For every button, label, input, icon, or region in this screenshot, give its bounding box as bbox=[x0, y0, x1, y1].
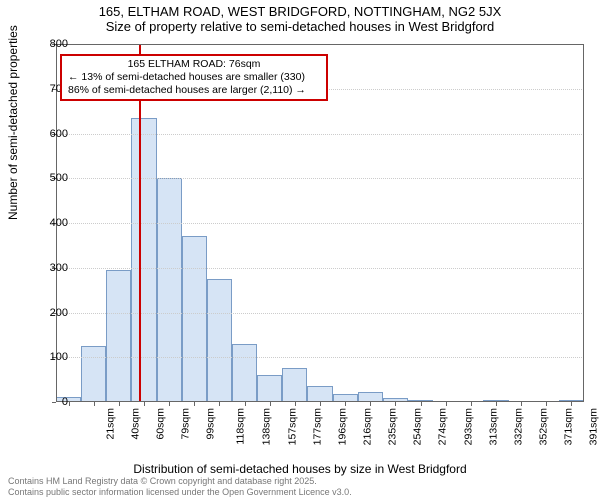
y-tick-label: 600 bbox=[28, 128, 68, 140]
x-tick bbox=[94, 402, 95, 406]
x-tick-label: 313sqm bbox=[487, 408, 499, 445]
x-tick-label: 60sqm bbox=[154, 408, 166, 440]
x-tick bbox=[270, 402, 271, 406]
y-tick-label: 200 bbox=[28, 307, 68, 319]
footer-line-1: Contains HM Land Registry data © Crown c… bbox=[8, 476, 352, 487]
annotation-line-3: 86% of semi-detached houses are larger (… bbox=[68, 84, 320, 97]
annotation-box: 165 ELTHAM ROAD: 76sqm ← 13% of semi-det… bbox=[60, 54, 328, 101]
x-tick-label: 196sqm bbox=[336, 408, 348, 445]
x-tick-label: 293sqm bbox=[462, 408, 474, 445]
x-tick bbox=[496, 402, 497, 406]
y-tick-label: 300 bbox=[28, 262, 68, 274]
x-axis-label: Distribution of semi-detached houses by … bbox=[0, 462, 600, 476]
y-tick-label: 400 bbox=[28, 217, 68, 229]
x-tick bbox=[370, 402, 371, 406]
x-tick bbox=[521, 402, 522, 406]
x-tick bbox=[295, 402, 296, 406]
x-tick bbox=[245, 402, 246, 406]
x-tick bbox=[345, 402, 346, 406]
x-tick-label: 274sqm bbox=[437, 408, 449, 445]
x-tick bbox=[571, 402, 572, 406]
x-tick bbox=[219, 402, 220, 406]
x-tick-label: 118sqm bbox=[235, 408, 247, 445]
x-tick-label: 235sqm bbox=[387, 408, 399, 445]
y-axis-label: Number of semi-detached properties bbox=[6, 25, 20, 220]
x-tick bbox=[395, 402, 396, 406]
x-tick-label: 254sqm bbox=[412, 408, 424, 445]
x-tick-label: 371sqm bbox=[563, 408, 575, 445]
x-tick-label: 79sqm bbox=[180, 408, 192, 440]
x-tick-label: 99sqm bbox=[205, 408, 217, 440]
x-tick bbox=[144, 402, 145, 406]
x-tick bbox=[169, 402, 170, 406]
x-tick-label: 216sqm bbox=[361, 408, 373, 445]
x-tick bbox=[546, 402, 547, 406]
x-tick-label: 177sqm bbox=[311, 408, 323, 445]
x-tick bbox=[194, 402, 195, 406]
x-tick bbox=[471, 402, 472, 406]
chart-container: 165, ELTHAM ROAD, WEST BRIDGFORD, NOTTIN… bbox=[0, 0, 600, 500]
x-tick-label: 21sqm bbox=[104, 408, 116, 440]
x-tick bbox=[69, 402, 70, 406]
chart-title: 165, ELTHAM ROAD, WEST BRIDGFORD, NOTTIN… bbox=[0, 0, 600, 19]
x-tick-label: 138sqm bbox=[261, 408, 273, 445]
chart-subtitle: Size of property relative to semi-detach… bbox=[0, 19, 600, 38]
x-tick bbox=[446, 402, 447, 406]
x-tick-label: 391sqm bbox=[588, 408, 600, 445]
y-tick-label: 500 bbox=[28, 172, 68, 184]
x-tick bbox=[320, 402, 321, 406]
annotation-line-2: ← 13% of semi-detached houses are smalle… bbox=[68, 71, 320, 84]
footer-text: Contains HM Land Registry data © Crown c… bbox=[8, 476, 352, 498]
x-tick-label: 332sqm bbox=[512, 408, 524, 445]
y-tick-label: 100 bbox=[28, 351, 68, 363]
footer-line-2: Contains public sector information licen… bbox=[8, 487, 352, 498]
x-tick bbox=[119, 402, 120, 406]
x-tick-label: 40sqm bbox=[129, 408, 141, 440]
plot-area: 165 ELTHAM ROAD: 76sqm ← 13% of semi-det… bbox=[56, 44, 584, 402]
x-tick bbox=[421, 402, 422, 406]
annotation-line-1: 165 ELTHAM ROAD: 76sqm bbox=[68, 58, 320, 71]
y-tick-label: 0 bbox=[28, 396, 68, 408]
x-tick-label: 157sqm bbox=[286, 408, 298, 445]
x-tick-label: 352sqm bbox=[537, 408, 549, 445]
y-tick-label: 800 bbox=[28, 38, 68, 50]
